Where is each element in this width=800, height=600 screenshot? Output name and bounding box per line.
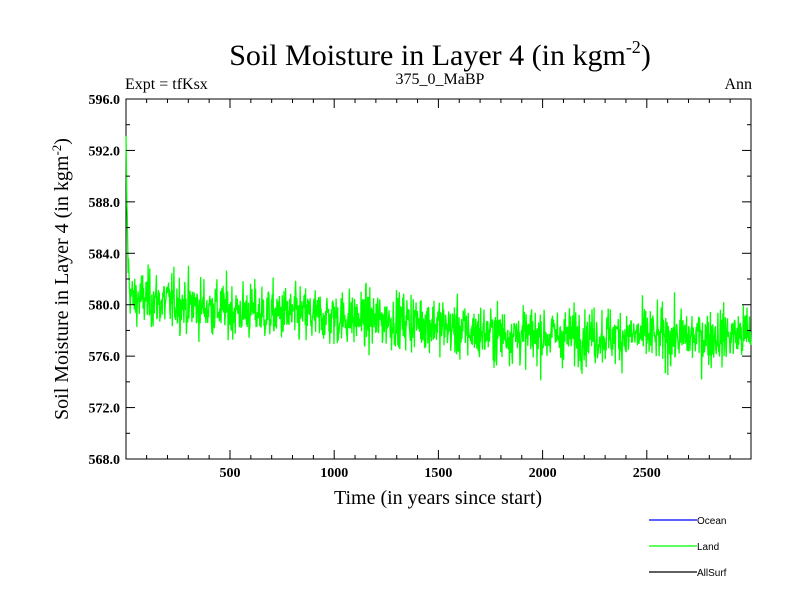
y-tick-label: 580.0 (89, 299, 121, 314)
y-axis-label-sup: -2 (49, 145, 64, 156)
x-axis-label: Time (in years since start) (334, 487, 542, 509)
y-tick-label: 596.0 (89, 93, 121, 108)
x-tick-label: 500 (219, 466, 240, 481)
y-axis-label: Soil Moisture in Layer 4 (in kgm-2) (49, 138, 73, 420)
chart-title-close: ) (641, 39, 651, 72)
plot-frame (125, 98, 752, 460)
y-axis-label-close: ) (51, 138, 73, 145)
x-tick-label: 1500 (424, 466, 452, 481)
x-tick-label: 2500 (633, 466, 661, 481)
y-axis-label-text: Soil Moisture in Layer 4 (in kgm (51, 155, 73, 420)
x-axis-ticks: 500 1000 1500 2000 2500 (146, 99, 731, 481)
x-tick-label: 1000 (320, 466, 348, 481)
y-tick-label: 584.0 (89, 247, 121, 262)
y-tick-label: 592.0 (89, 144, 121, 159)
y-tick-label: 576.0 (89, 350, 121, 365)
legend: Ocean Land AllSurf (649, 516, 727, 579)
period-label: 375_0_MaBP (396, 71, 485, 88)
y-tick-label: 568.0 (89, 453, 121, 468)
experiment-label: Expt = tfKsx (125, 76, 208, 93)
legend-label-land: Land (697, 542, 719, 553)
chart-title-text: Soil Moisture in Layer 4 (in kgm (229, 39, 626, 72)
y-tick-label: 572.0 (89, 402, 121, 417)
series-line-land (125, 135, 752, 381)
season-label: Ann (724, 76, 752, 93)
data-layer (125, 135, 752, 381)
y-tick-label: 588.0 (89, 196, 121, 211)
x-tick-label: 2000 (529, 466, 557, 481)
legend-label-allsurf: AllSurf (697, 568, 727, 579)
legend-label-ocean: Ocean (697, 516, 726, 527)
chart-title-sup: -2 (626, 37, 641, 57)
y-axis-ticks: 568.0 572.0 576.0 580.0 584.0 588.0 592.0 596.0 (89, 93, 751, 468)
chart-title: Soil Moisture in Layer 4 (in kgm-2) (229, 37, 651, 72)
